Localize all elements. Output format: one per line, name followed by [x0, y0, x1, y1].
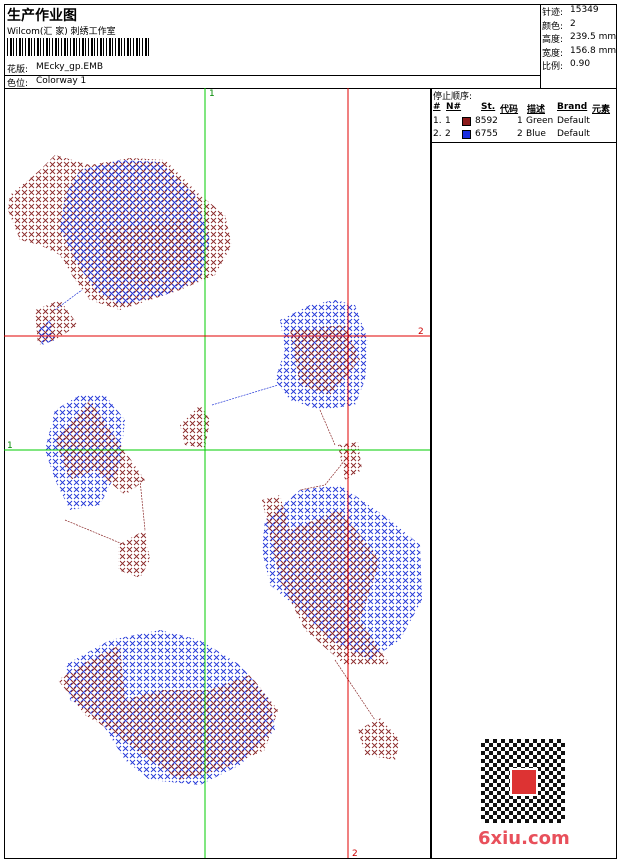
info-label: 宽度:: [542, 48, 564, 59]
guide-label: 1: [7, 441, 13, 451]
info-label: 针迹:: [542, 8, 564, 18]
row-n: 1: [445, 116, 451, 126]
color-swatch: [462, 130, 471, 139]
col-header: Brand: [557, 102, 588, 112]
row-n: 2: [445, 129, 451, 139]
row-desc: Blue: [526, 129, 546, 139]
row-index: 2.: [433, 129, 442, 139]
col-header: 描述: [527, 105, 546, 115]
watermark: 6xiu.com: [478, 828, 570, 849]
col-header: N#: [446, 102, 462, 112]
main-box: [4, 88, 617, 859]
row-index: 1.: [433, 116, 442, 126]
col-header: St.: [481, 102, 496, 112]
row-brand: Default: [557, 129, 590, 139]
qr-stamp: [510, 768, 538, 796]
info-value: 0.90: [570, 59, 591, 69]
colorway: Colorway 1: [36, 76, 87, 86]
col-header: #: [433, 102, 441, 112]
colorway-label: 色位:: [7, 79, 29, 89]
title: 生产作业图: [7, 8, 77, 24]
guide-label: 2: [352, 849, 358, 859]
info-label: 比例:: [542, 62, 564, 72]
guide-label: 2: [418, 327, 424, 337]
info-value: 2: [570, 18, 576, 29]
info-label: 颜色:: [542, 21, 564, 32]
table-title: 停止顺序:: [433, 92, 473, 102]
col-header: 元素: [592, 105, 611, 115]
row-brand: Default: [557, 116, 590, 126]
design-label: 花版:: [7, 65, 29, 75]
guide-label: 1: [209, 89, 215, 99]
info-label: 高度:: [542, 35, 564, 45]
row-desc: Green: [526, 116, 554, 126]
row-st: 8592: [475, 116, 498, 126]
divider: [4, 75, 540, 76]
info-value: 239.5 mm: [570, 32, 617, 42]
studio: Wilcom(汇 家) 刺绣工作室: [7, 27, 116, 37]
stitches: [8, 155, 422, 785]
row-code: 1: [517, 116, 523, 126]
info-value: 15349: [570, 5, 599, 15]
design: MEcky_gp.EMB: [36, 62, 104, 72]
row-st: 6755: [475, 129, 498, 139]
col-header: 代码: [500, 105, 519, 115]
color-swatch: [462, 117, 471, 126]
panel-divider: [430, 88, 432, 859]
row-code: 2: [517, 129, 523, 139]
info-value: 156.8 mm: [570, 45, 617, 56]
barcode: [7, 38, 150, 56]
